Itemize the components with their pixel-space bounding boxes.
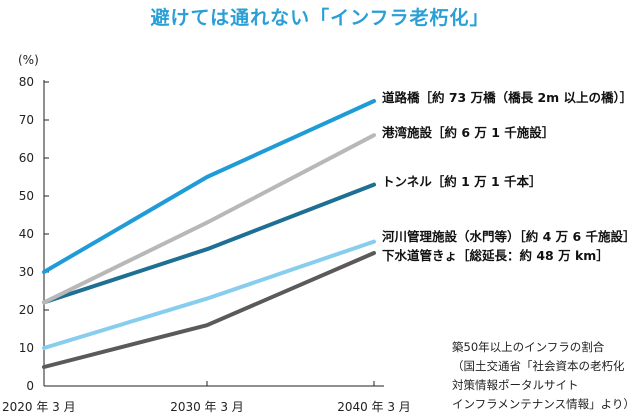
y-tick-label: 10: [19, 341, 34, 355]
y-tick-label: 20: [19, 303, 34, 317]
x-tick-label: 2040 年 3 月: [337, 400, 411, 414]
series-line: [42, 251, 376, 369]
series-line: [42, 182, 376, 305]
y-tick-label: 30: [19, 265, 34, 279]
axes: 0 10 20 30 40 50 60 70 80 2020 年 3 月 2030 年 3 月 204…: [2, 75, 411, 414]
source-note-line: 築50年以上のインフラの割合: [452, 340, 605, 354]
source-note-line: インフラメンテナンス情報」より）: [452, 397, 635, 411]
series-label: 道路橋［約 73 万橋（橋長 2m 以上の橋）］: [382, 90, 632, 105]
source-note-line: 対策情報ポータルサイト: [452, 378, 579, 392]
series-labels: 道路橋［約 73 万橋（橋長 2m 以上の橋）］ 港湾施設［約 6 万 1 千施設…: [382, 90, 636, 263]
chart-title: 避けては通れない「インフラ老朽化」: [150, 6, 489, 29]
series-label: トンネル［約 1 万 1 千本］: [382, 174, 542, 189]
series-line: [42, 133, 376, 305]
series-label: 港湾施設［約 6 万 1 千施設］: [382, 125, 554, 140]
series-line: [42, 239, 376, 350]
y-tick-label: 80: [19, 75, 34, 89]
series-label: 下水道管きょ［総延長：約 48 万 km］: [382, 248, 609, 263]
series-lines: [42, 99, 376, 369]
x-tick-label: 2030 年 3 月: [170, 400, 244, 414]
y-tick-label: 50: [19, 189, 34, 203]
y-axis-unit-label: (%): [18, 53, 39, 67]
y-tick-label: 70: [19, 113, 34, 127]
series-line: [42, 99, 376, 274]
series-label: 河川管理施設（水門等）［約 4 万 6 千施設］: [382, 229, 636, 244]
x-tick-label: 2020 年 3 月: [2, 400, 76, 414]
y-tick-label: 0: [26, 379, 34, 393]
source-note-line: （国土交通省「社会資本の老朽化: [452, 359, 625, 373]
y-tick-label: 40: [19, 227, 34, 241]
y-tick-label: 60: [19, 151, 34, 165]
source-note: 築50年以上のインフラの割合 （国土交通省「社会資本の老朽化対策情報ポータルサイト…: [452, 340, 635, 411]
